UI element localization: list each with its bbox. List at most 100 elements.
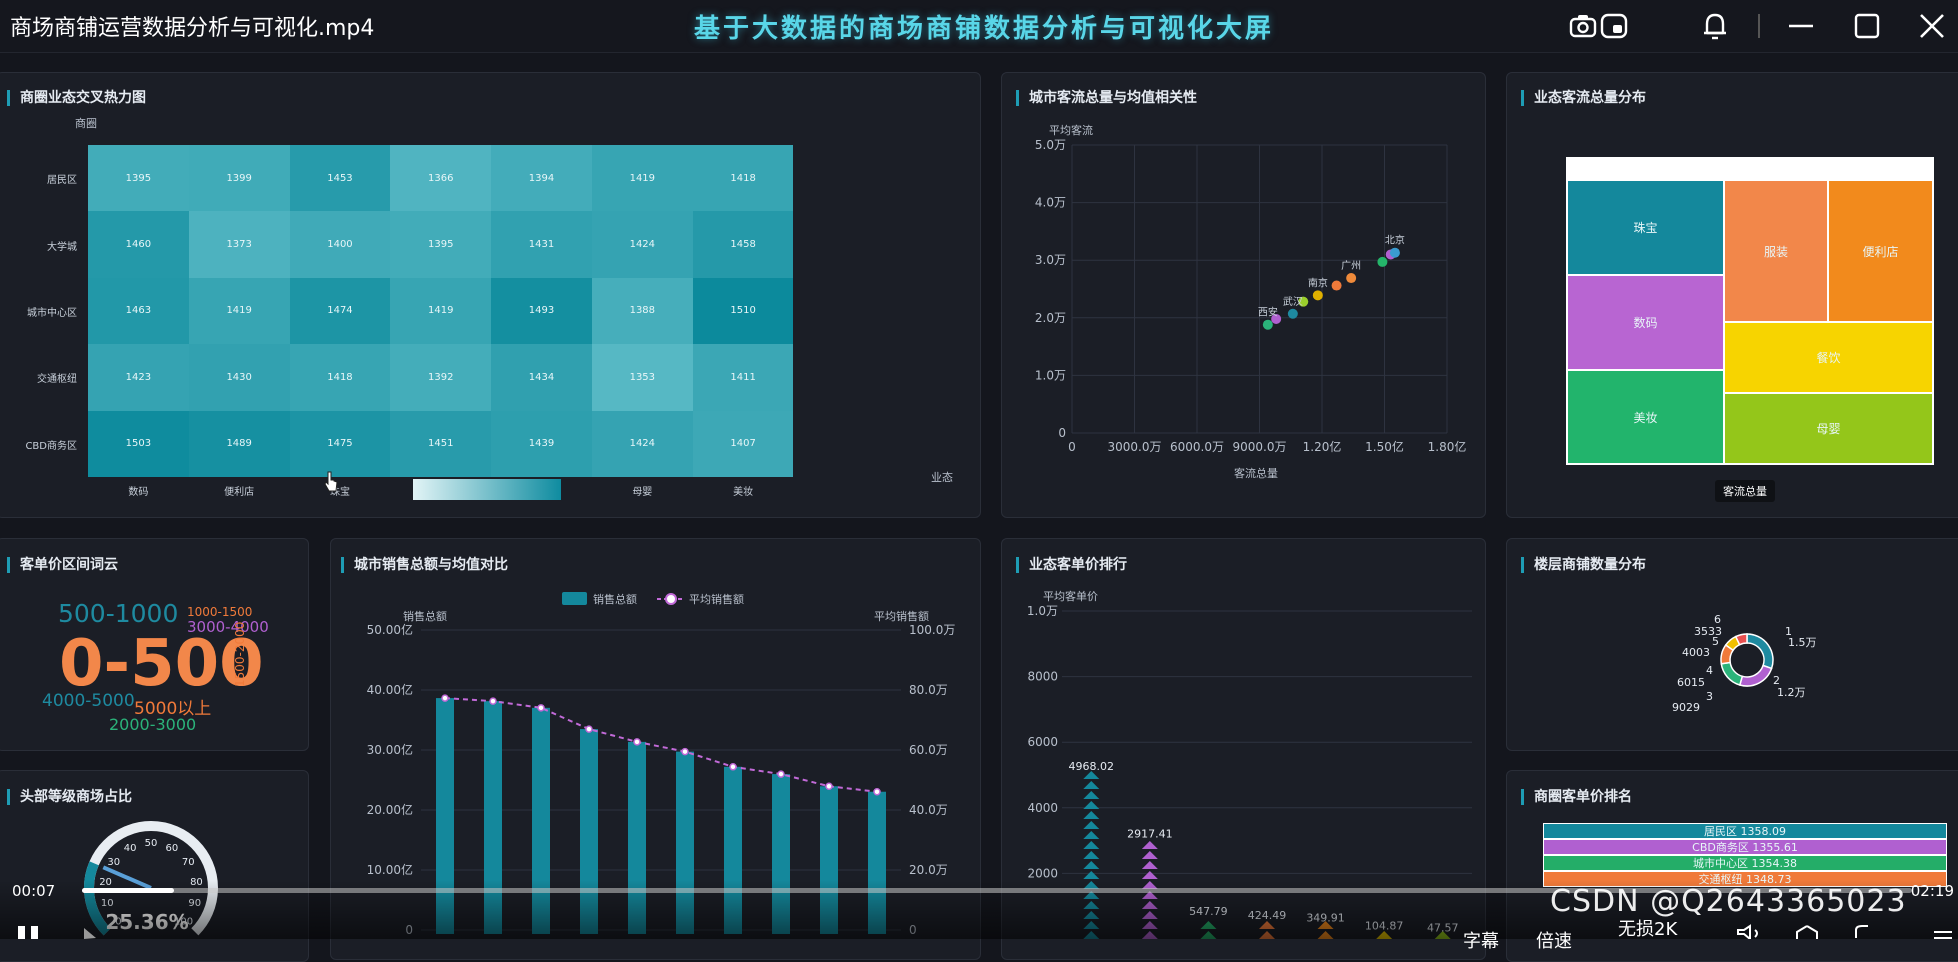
combo-legend-line-swatch[interactable] — [656, 591, 686, 607]
next-icon[interactable] — [82, 926, 104, 939]
scatter-point — [1298, 296, 1309, 307]
floor-donut-slice — [1738, 664, 1773, 687]
gauge-title: 头部等级商场占比 — [7, 789, 132, 805]
combo-chart: 50.00亿 100.0万 40.00亿 80.0万 30.00亿 60.0万 20.00亿… — [367, 622, 956, 937]
heatmap-cell[interactable]: 1388 — [591, 277, 693, 345]
heatmap-cell[interactable]: 1460 — [88, 211, 189, 278]
heatmap-cell[interactable]: 1373 — [188, 211, 290, 278]
scatter-title: 城市客流总量与均值相关性 — [1016, 90, 1197, 106]
heatmap-cell[interactable]: 1503 — [88, 410, 189, 477]
heatmap-cell[interactable]: 1463 — [88, 277, 189, 345]
bell-icon — [1704, 13, 1726, 40]
treemap-footer[interactable]: 客流总量 — [1715, 480, 1775, 502]
heatmap-cell[interactable]: 1510 — [692, 277, 794, 345]
heatmap-cell[interactable]: 1419 — [188, 277, 290, 345]
fullscreen-icon[interactable] — [1848, 924, 1882, 939]
heatmap-cell[interactable]: 1431 — [491, 211, 592, 278]
heatmap-col-label: 便利店 — [224, 487, 255, 498]
heatmap-cell[interactable]: 1399 — [188, 145, 290, 212]
treemap-tile[interactable]: 服装 — [1725, 181, 1827, 321]
heatmap-cell[interactable]: 1418 — [289, 344, 391, 411]
heatmap-visual-map-slider[interactable] — [413, 479, 561, 500]
speed-button[interactable]: 倍速 — [1536, 931, 1572, 952]
progress-bar[interactable] — [82, 888, 1912, 893]
heatmap-cell[interactable]: 1392 — [390, 344, 492, 411]
heatmap-cell[interactable]: 1458 — [692, 211, 794, 278]
volume-icon[interactable] — [1736, 924, 1770, 939]
scatter-x-tick: 6000.0万 — [1170, 440, 1224, 454]
combo-legend-bar-swatch[interactable] — [562, 592, 587, 605]
heatmap-cell[interactable]: 1395 — [88, 145, 189, 212]
maximize-button[interactable] — [1849, 8, 1885, 44]
screenshot-button[interactable] — [1565, 8, 1601, 44]
treemap-tile[interactable]: 美妆 — [1568, 371, 1723, 463]
combo-legend-line-label[interactable]: 平均销售额 — [689, 593, 744, 606]
heatmap-cell[interactable]: 1394 — [491, 145, 592, 212]
progress-fill — [82, 888, 174, 893]
heatmap-cell[interactable]: 1366 — [390, 145, 492, 212]
subtitle-button[interactable]: 字幕 — [1463, 931, 1499, 952]
rank-bar-segment — [1083, 871, 1100, 879]
combo-right-tick: 60.0万 — [909, 743, 948, 757]
heatmap-cell[interactable]: 1424 — [591, 410, 693, 477]
heatmap-cell[interactable]: 1407 — [692, 410, 794, 477]
treemap-tile[interactable]: 数码 — [1568, 276, 1723, 369]
heatmap-cell[interactable]: 1395 — [390, 211, 492, 278]
combo-line-point — [681, 747, 689, 756]
heatmap-cell[interactable]: 1451 — [390, 410, 492, 477]
rank-y-tick: 6000 — [1027, 735, 1058, 749]
playlist-icon[interactable] — [1930, 926, 1956, 939]
district-rank-bar[interactable]: 城市中心区 1354.38 — [1543, 855, 1947, 871]
scatter-point — [1262, 319, 1273, 330]
wordcloud-word: 1500-2000 — [233, 621, 247, 687]
floor-donut-label: 3533 — [1694, 625, 1722, 638]
heatmap-cell[interactable]: 1439 — [491, 410, 592, 477]
gauge-tick: 50 — [145, 838, 158, 849]
combo-right-tick: 80.0万 — [909, 683, 948, 697]
quality-button[interactable]: 无损2K — [1618, 919, 1678, 940]
heatmap-cell[interactable]: 1400 — [289, 211, 391, 278]
floor-donut-label: 5 — [1712, 635, 1719, 648]
combo-line-point — [441, 694, 449, 702]
heatmap-cell[interactable]: 1411 — [692, 344, 794, 411]
floor-donut-label: 1 — [1785, 625, 1792, 638]
heatmap-cell[interactable]: 1418 — [692, 145, 794, 212]
combo-bar — [484, 701, 502, 934]
wordcloud-title: 客单价区间词云 — [7, 557, 118, 573]
combo-line-point — [585, 725, 593, 733]
heatmap-cell[interactable]: 1353 — [591, 344, 693, 411]
combo-left-tick: 30.00亿 — [367, 742, 413, 757]
minimize-button[interactable] — [1783, 8, 1819, 44]
settings-icon[interactable] — [1790, 924, 1824, 939]
notification-button[interactable] — [1697, 8, 1733, 44]
heatmap-cell[interactable]: 1434 — [491, 344, 592, 411]
close-button[interactable] — [1914, 8, 1950, 44]
rank-bar-segment — [1083, 831, 1100, 839]
picture-in-picture-icon — [1600, 13, 1628, 39]
heatmap-y-axis-name: 商圈 — [75, 117, 97, 130]
heatmap-cell[interactable]: 1474 — [289, 277, 391, 345]
heatmap-cell[interactable]: 1424 — [591, 211, 693, 278]
treemap-tile[interactable]: 珠宝 — [1568, 181, 1723, 274]
title-divider — [1758, 14, 1760, 38]
heatmap-cell[interactable]: 1419 — [591, 145, 693, 212]
district-rank-bar[interactable]: 居民区 1358.09 — [1543, 823, 1947, 839]
heatmap-cell[interactable]: 1493 — [491, 277, 592, 345]
treemap-tile[interactable]: 餐饮 — [1725, 323, 1932, 392]
heatmap-cell[interactable]: 1430 — [188, 344, 290, 411]
treemap-tile[interactable]: 母婴 — [1725, 394, 1932, 463]
mini-window-button[interactable] — [1596, 8, 1632, 44]
rank-y-tick: 8000 — [1027, 670, 1058, 684]
heatmap-cell[interactable]: 1489 — [188, 410, 290, 477]
district-rank-bar[interactable]: CBD商务区 1355.61 — [1543, 839, 1947, 855]
heatmap-cell[interactable]: 1453 — [289, 145, 391, 212]
combo-legend-bar-label[interactable]: 销售总额 — [593, 593, 637, 606]
combo-line-point — [873, 787, 881, 796]
rank-bar-segment — [1141, 861, 1158, 869]
treemap-tile[interactable]: 便利店 — [1829, 181, 1932, 321]
heatmap-cell[interactable]: 1475 — [289, 410, 391, 477]
heatmap-cell[interactable]: 1419 — [390, 277, 492, 345]
pause-icon[interactable] — [16, 924, 44, 939]
heatmap-cell[interactable]: 1423 — [88, 344, 189, 411]
